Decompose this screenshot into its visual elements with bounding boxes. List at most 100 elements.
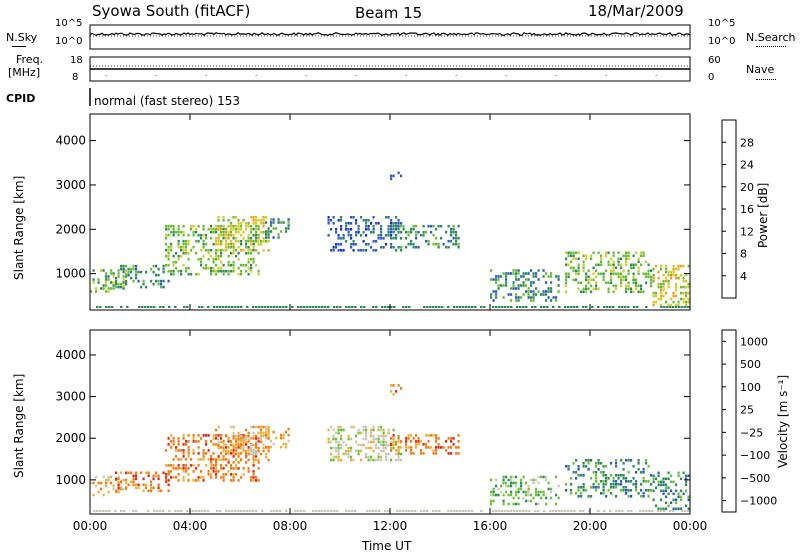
noise-left-tick-top: 10^5 [55, 18, 83, 29]
echo-region [265, 218, 290, 239]
colorbar-tick-label: −1000 [740, 495, 777, 508]
nave-label: Nave [746, 63, 775, 76]
colorbar-tick-label: 25 [740, 404, 754, 417]
y-tick-label: 2000 [55, 431, 86, 445]
x-tick-label: 12:00 [373, 519, 408, 533]
echo-region [565, 251, 653, 294]
freq-spike: . [205, 70, 207, 78]
noise-right-tick-top: 10^5 [708, 18, 736, 29]
echo-region [490, 269, 560, 302]
freq-unit-label: [MHz] [8, 66, 41, 79]
echo-region [390, 434, 460, 455]
freq-spike: . [455, 70, 457, 78]
colorbar-tick-label: 8 [740, 248, 747, 261]
nave-line-key [756, 79, 776, 80]
velocity-ylabel: Slant Range [km] [12, 373, 26, 478]
velocity-panel: 1000 2000 3000 4000 00:00 04:00 08:00 12:00 16:0… [55, 329, 708, 533]
freq-spike: . [555, 70, 557, 78]
noise-left-tick-bottom: 10^0 [55, 36, 83, 47]
y-tick-label: 3000 [55, 390, 86, 404]
velocity-colorbar-label: Velocity [m s⁻¹] [776, 374, 790, 468]
nsky-trace [89, 32, 691, 36]
power-colorbar: 4 8 12 16 20 24 28 [721, 119, 754, 299]
colorbar-tick-label: 100 [740, 381, 761, 394]
colorbar-tick-label: 1000 [740, 335, 768, 348]
freq-right-tick-bottom: 0 [708, 72, 715, 83]
ground-scatter-band [93, 510, 690, 512]
y-tick-label: 3000 [55, 178, 86, 192]
colorbar-frame [721, 329, 737, 513]
y-tick-label: 1000 [55, 473, 86, 487]
echo-region [390, 171, 403, 181]
y-tick-label: 1000 [55, 267, 86, 281]
colorbar-tick-label: 12 [740, 225, 754, 238]
power-panel: 1000 2000 3000 4000 [55, 113, 691, 311]
colorbar-tick-label: 28 [740, 136, 754, 149]
colorbar-tick-label: 24 [740, 159, 754, 172]
colorbar-tick-label: 16 [740, 203, 754, 216]
freq-spike: . [105, 70, 107, 78]
x-tick-label: 00:00 [673, 519, 708, 533]
station-title: Syowa South (fitACF) [92, 2, 251, 20]
freq-spike: . [605, 70, 607, 78]
echo-region [390, 224, 460, 249]
freq-left-tick-top: 18 [70, 55, 83, 66]
echo-region [115, 471, 170, 493]
echo-region [265, 427, 290, 449]
colorbar-tick-label: 20 [740, 181, 754, 194]
velocity-plot-frame [89, 329, 691, 515]
freq-spike: . [505, 70, 507, 78]
cpid-label: CPID [6, 92, 36, 105]
nsky-line-key [12, 46, 26, 47]
echo-region [165, 224, 260, 276]
noise-right-tick-bottom: 10^0 [708, 36, 736, 47]
nsearch-label: N.Search [746, 31, 796, 44]
echo-region [90, 269, 128, 293]
x-tick-label: 20:00 [573, 519, 608, 533]
colorbar-tick-label: 500 [740, 358, 761, 371]
velocity-colorbar: 1000 500 100 25 −25 −100 −500 −1000 [721, 329, 777, 513]
echo-region [215, 216, 270, 252]
echo-region [115, 264, 170, 289]
freq-spike: . [655, 70, 657, 78]
freq-label: Freq. [16, 53, 44, 66]
power-ylabel: Slant Range [km] [12, 175, 26, 280]
nsky-label: N.Sky [6, 31, 38, 44]
x-tick-label: 00:00 [73, 519, 108, 533]
time-xlabel: Time UT [362, 539, 412, 553]
nsearch-line-key [756, 46, 786, 47]
echo-region [652, 471, 690, 511]
power-plot-frame [89, 113, 691, 311]
x-tick-label: 16:00 [473, 519, 508, 533]
beam-label: Beam 15 [355, 4, 423, 22]
ground-scatter-band [96, 306, 690, 308]
freq-spike: . [305, 70, 307, 78]
noise-panel-frame [89, 24, 691, 50]
freq-spike: . [405, 70, 407, 78]
freq-spike: . [155, 70, 157, 78]
echo-region [565, 459, 653, 498]
colorbar-tick-label: −100 [740, 449, 770, 462]
freq-right-tick-top: 60 [708, 55, 721, 66]
date-label: 18/Mar/2009 [588, 2, 684, 20]
echo-region [390, 384, 403, 396]
echo-region [215, 425, 270, 462]
x-tick-label: 04:00 [173, 519, 208, 533]
y-tick-label: 4000 [55, 348, 86, 362]
colorbar-tick-label: 4 [740, 270, 747, 283]
freq-spike: . [255, 70, 257, 78]
freq-spike: . [355, 70, 357, 78]
y-tick-label: 2000 [55, 222, 86, 236]
echo-region [652, 264, 690, 307]
top-panels: ............ [89, 24, 691, 106]
power-colorbar-label: Power [dB] [756, 182, 770, 248]
freq-left-tick-bottom: 8 [72, 72, 79, 83]
y-tick-label: 4000 [55, 134, 86, 148]
cpid-mode: normal (fast stereo) 153 [94, 94, 241, 108]
x-tick-label: 08:00 [273, 519, 308, 533]
echo-region [327, 216, 403, 252]
echo-region [490, 475, 560, 506]
echo-region [90, 475, 128, 497]
colorbar-tick-label: −25 [740, 426, 763, 439]
